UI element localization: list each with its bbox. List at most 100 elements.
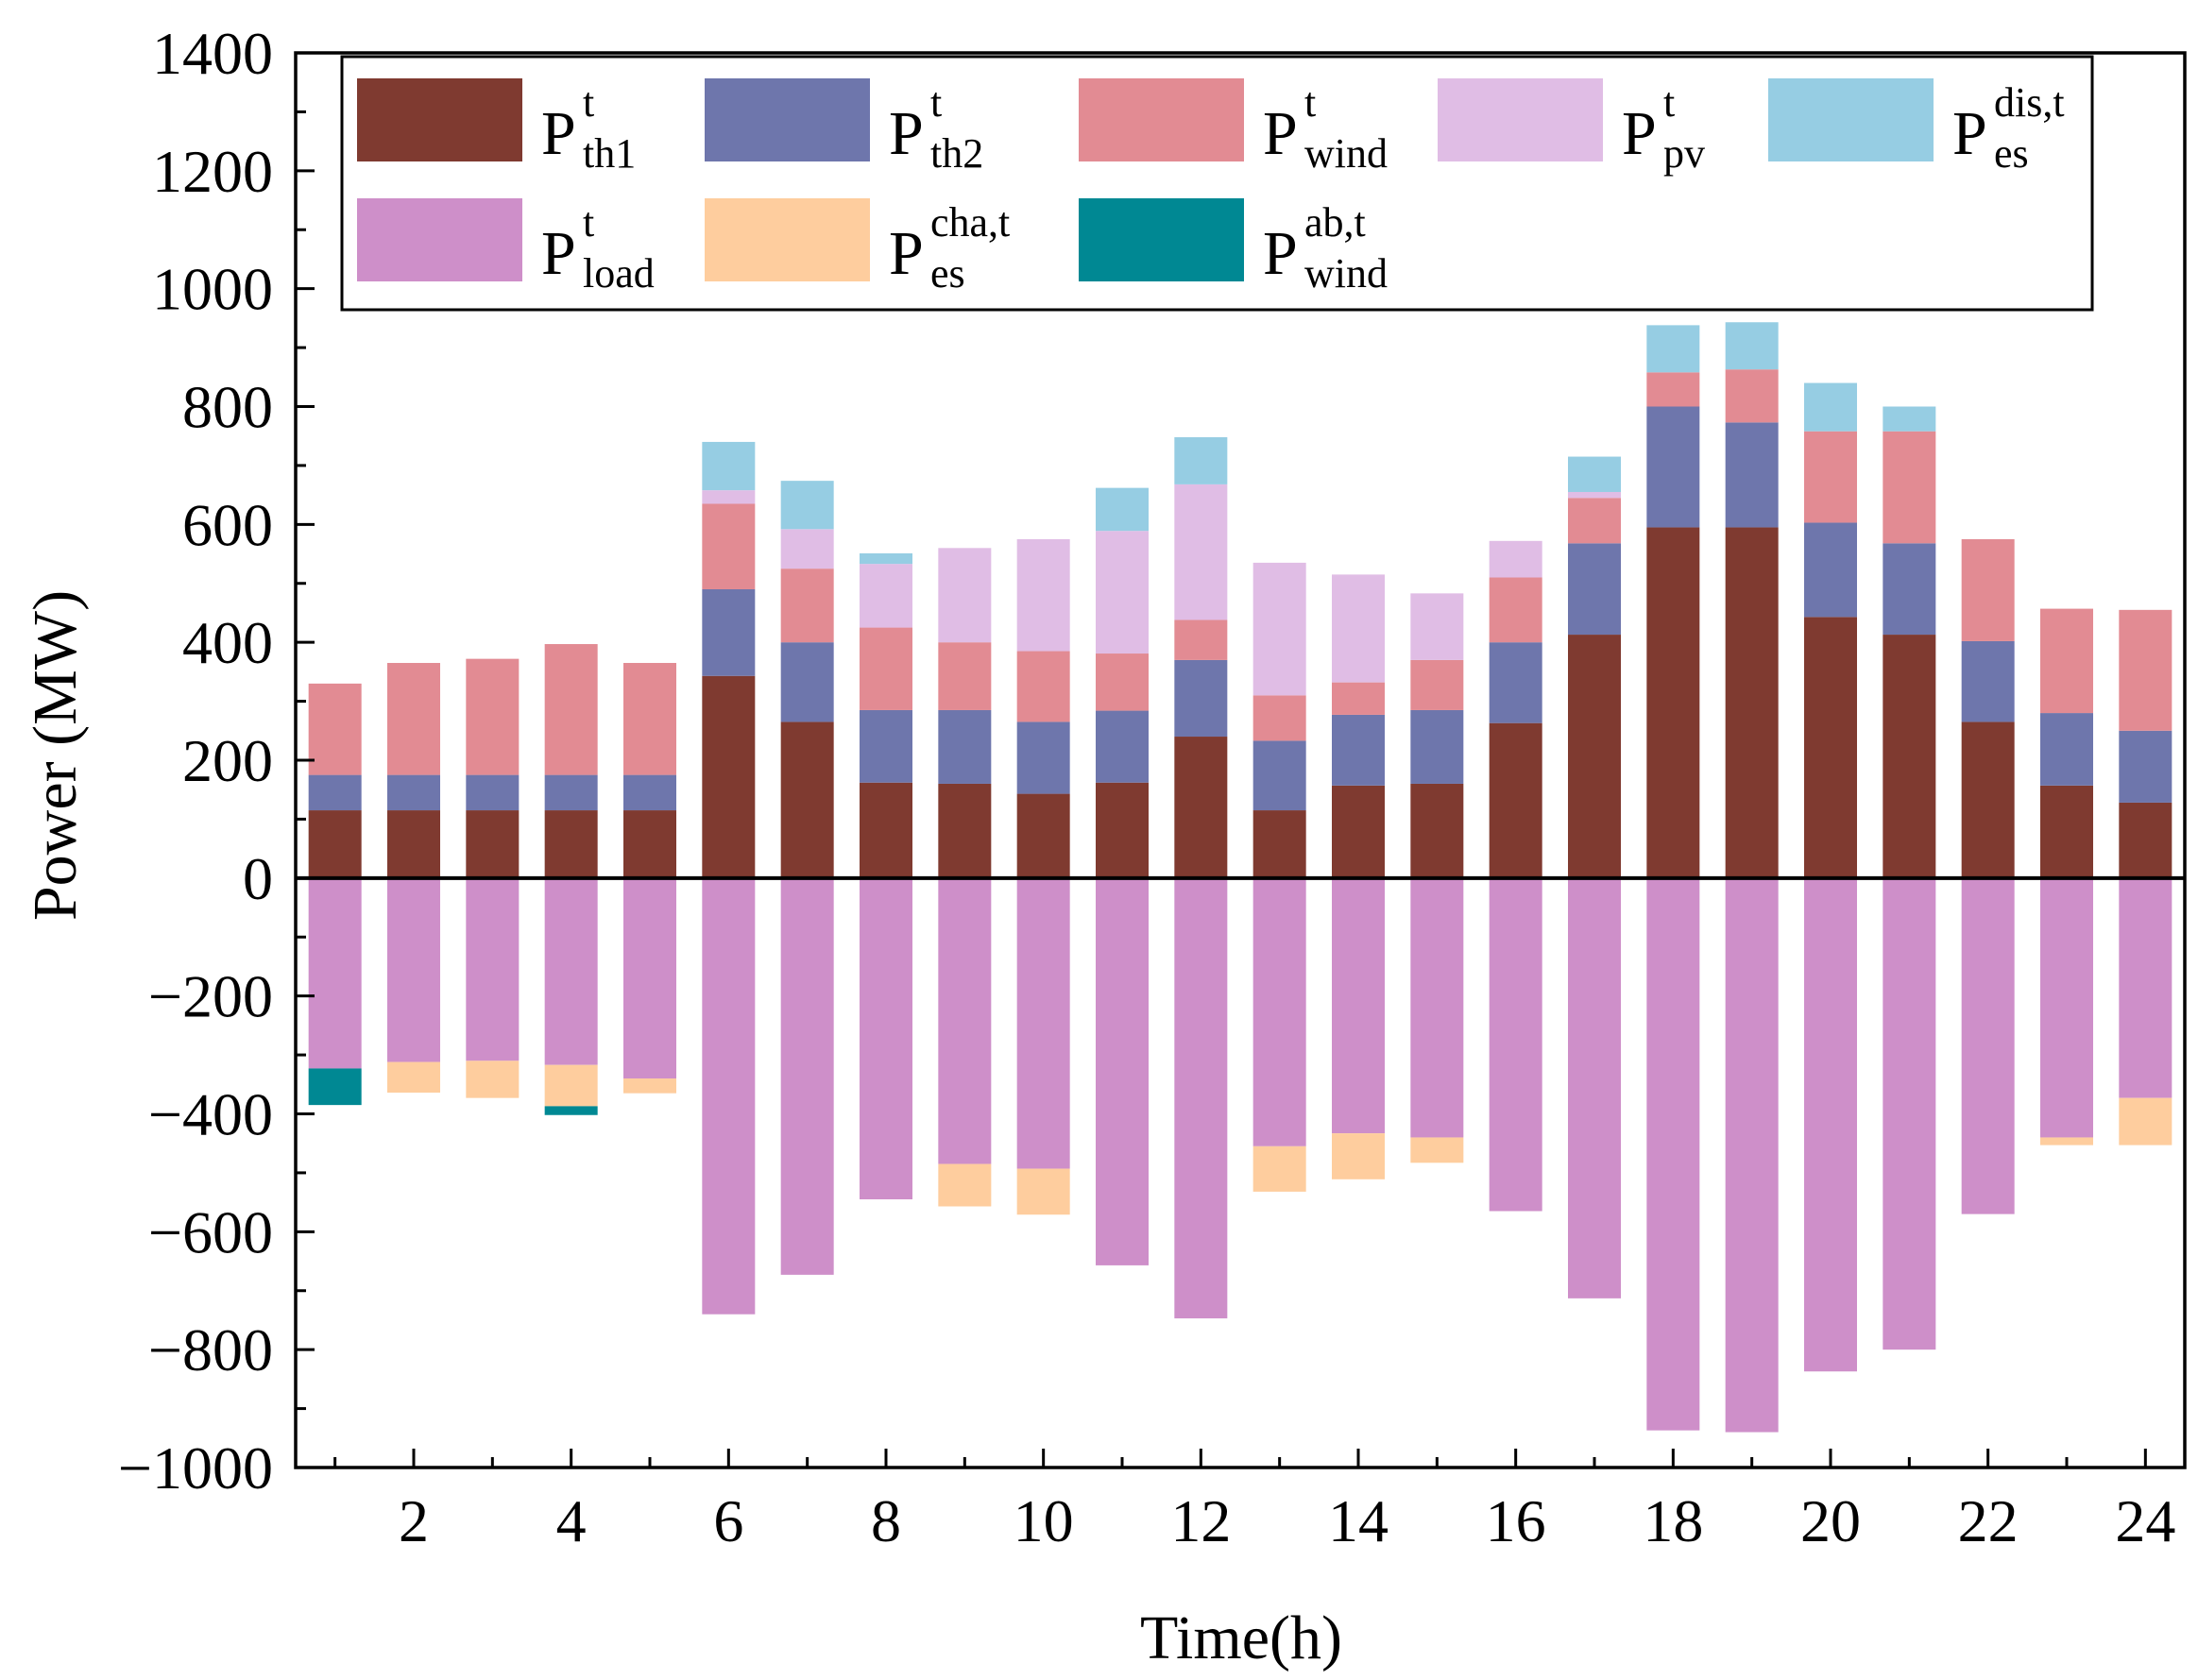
legend-swatch-th2 xyxy=(705,78,870,161)
bar-wind-h1 xyxy=(308,683,362,775)
bar-escha-h23 xyxy=(2040,1137,2093,1145)
bar-load-h5 xyxy=(623,877,676,1079)
bar-load-h16 xyxy=(1489,877,1542,1212)
bar-load-h1 xyxy=(308,877,362,1069)
bar-wind-h4 xyxy=(544,644,598,775)
legend-label-load-base: P xyxy=(541,219,576,288)
y-tick-label: −800 xyxy=(148,1316,273,1383)
bar-th1-h3 xyxy=(466,810,520,878)
bar-load-h4 xyxy=(544,877,598,1065)
bar-th1-h16 xyxy=(1489,722,1542,878)
bar-load-h3 xyxy=(466,877,520,1061)
bar-th2-h4 xyxy=(544,774,598,811)
legend-label-escha-sub: es xyxy=(930,250,965,297)
legend-label-th1-sub: th1 xyxy=(583,130,636,177)
bar-load-h15 xyxy=(1410,877,1464,1138)
y-tick-label: 1200 xyxy=(152,138,273,205)
legend-label-esdis-sup: dis,t xyxy=(1994,79,2065,126)
bar-th1-h13 xyxy=(1252,810,1306,878)
legend-label-th2-base: P xyxy=(889,99,924,168)
bar-load-h2 xyxy=(387,877,440,1062)
bar-th2-h7 xyxy=(780,642,834,722)
bar-wind-h15 xyxy=(1410,659,1464,710)
bar-pv-h11 xyxy=(1096,531,1149,654)
legend-label-windab-sub: wind xyxy=(1304,250,1388,297)
bar-th2-h10 xyxy=(1016,721,1070,794)
bar-escha-h10 xyxy=(1016,1168,1070,1215)
legend-label-load-sup: t xyxy=(583,199,594,246)
y-tick-label: 800 xyxy=(182,374,273,441)
legend-label-th1-sup: t xyxy=(583,79,594,126)
bar-th2-h2 xyxy=(387,774,440,811)
bar-pv-h15 xyxy=(1410,593,1464,660)
bar-th1-h10 xyxy=(1016,793,1070,878)
bar-wind-h13 xyxy=(1252,695,1306,741)
y-tick-label: 0 xyxy=(243,845,273,912)
legend-swatch-pv xyxy=(1438,78,1603,161)
bar-th2-h22 xyxy=(1961,640,2015,722)
bar-load-h20 xyxy=(1804,877,1857,1372)
bar-th1-h18 xyxy=(1646,527,1700,878)
bar-th1-h24 xyxy=(2119,802,2172,878)
bar-escha-h15 xyxy=(1410,1137,1464,1163)
legend-swatch-th1 xyxy=(357,78,522,161)
bar-th2-h23 xyxy=(2040,713,2093,786)
x-tick-label: 12 xyxy=(1170,1487,1231,1554)
bar-th2-h5 xyxy=(623,774,676,811)
bar-th1-h5 xyxy=(623,810,676,878)
legend-swatch-load xyxy=(357,198,522,281)
bar-th2-h21 xyxy=(1883,543,1936,636)
bar-pv-h10 xyxy=(1016,538,1070,652)
bar-wind-h17 xyxy=(1568,498,1621,544)
bar-pv-h8 xyxy=(860,564,912,628)
bar-th1-h19 xyxy=(1725,527,1779,878)
bar-th2-h9 xyxy=(938,709,992,784)
x-tick-label: 4 xyxy=(556,1487,587,1554)
bar-th2-h18 xyxy=(1646,406,1700,528)
legend-label-wind-sub: wind xyxy=(1304,130,1388,177)
bar-load-h18 xyxy=(1646,877,1700,1431)
bar-load-h10 xyxy=(1016,877,1070,1169)
y-tick-label: 200 xyxy=(182,727,273,794)
bar-load-h21 xyxy=(1883,877,1936,1350)
bar-th1-h1 xyxy=(308,810,362,878)
bar-load-h6 xyxy=(702,877,756,1315)
bar-wind-h5 xyxy=(623,663,676,775)
bar-escha-h4 xyxy=(544,1064,598,1107)
bar-load-h23 xyxy=(2040,877,2093,1138)
y-tick-label: 1400 xyxy=(152,20,273,87)
bar-th1-h8 xyxy=(860,782,912,878)
bar-load-h8 xyxy=(860,877,912,1199)
bar-wind-h22 xyxy=(1961,538,2015,641)
x-tick-label: 22 xyxy=(1958,1487,2019,1554)
legend-swatch-esdis xyxy=(1768,78,1934,161)
bar-th1-h2 xyxy=(387,810,440,878)
x-tick-label: 20 xyxy=(1800,1487,1861,1554)
bar-esdis-h21 xyxy=(1883,406,1936,432)
bar-load-h7 xyxy=(780,877,834,1275)
bar-load-h12 xyxy=(1174,877,1228,1319)
bar-escha-h13 xyxy=(1252,1145,1306,1192)
bar-escha-h3 xyxy=(466,1061,520,1098)
bar-th1-h4 xyxy=(544,810,598,878)
bar-th1-h23 xyxy=(2040,785,2093,878)
y-tick-label: −200 xyxy=(148,963,273,1030)
legend-label-load-sub: load xyxy=(583,250,655,297)
bar-th2-h11 xyxy=(1096,710,1149,783)
bar-wind-h9 xyxy=(938,642,992,710)
bar-escha-h2 xyxy=(387,1061,440,1094)
bar-esdis-h8 xyxy=(860,552,912,565)
bar-th2-h15 xyxy=(1410,709,1464,784)
legend-label-esdis-base: P xyxy=(1952,99,1987,168)
bar-th1-h7 xyxy=(780,721,834,878)
bar-wind-h19 xyxy=(1725,369,1779,423)
x-tick-label: 8 xyxy=(871,1487,901,1554)
legend-label-esdis-sub: es xyxy=(1994,130,2029,177)
bar-th2-h24 xyxy=(2119,730,2172,803)
legend-label-pv-base: P xyxy=(1622,99,1657,168)
bar-load-h14 xyxy=(1332,877,1385,1134)
bar-pv-h9 xyxy=(938,548,992,643)
bar-pv-h7 xyxy=(780,529,834,569)
bar-windab-h1 xyxy=(308,1068,362,1106)
bar-th1-h14 xyxy=(1332,785,1385,878)
